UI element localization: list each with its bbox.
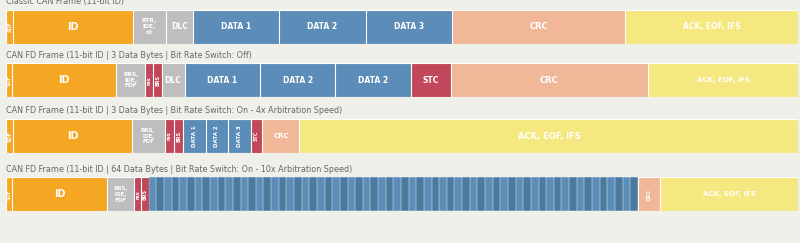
- Text: SOF: SOF: [7, 21, 12, 32]
- Text: CRC: CRC: [273, 133, 289, 139]
- Text: CRC: CRC: [540, 76, 559, 85]
- Text: ID: ID: [66, 131, 78, 141]
- Text: BRS: BRS: [142, 189, 148, 200]
- Text: BRS: BRS: [155, 75, 160, 86]
- Text: DATA 1: DATA 1: [221, 22, 251, 31]
- Text: res: res: [147, 76, 152, 85]
- Text: DATA 2: DATA 2: [282, 76, 313, 85]
- Text: CRC: CRC: [646, 188, 651, 200]
- Text: DATA 3: DATA 3: [237, 125, 242, 147]
- Text: RRS,
IDE,
FDF: RRS, IDE, FDF: [114, 186, 128, 203]
- Text: CRC: CRC: [530, 22, 548, 31]
- Text: DATA 2: DATA 2: [307, 22, 338, 31]
- Text: RRS,
IDE,
FDF: RRS, IDE, FDF: [123, 72, 138, 88]
- Text: SOF: SOF: [7, 130, 12, 142]
- Text: ID: ID: [67, 22, 78, 32]
- Text: ACK, EOF, IFS: ACK, EOF, IFS: [683, 22, 741, 31]
- Text: RRS,
IDE,
FDF: RRS, IDE, FDF: [141, 128, 156, 144]
- Text: DATA 3: DATA 3: [394, 22, 424, 31]
- Text: DATA 2: DATA 2: [214, 125, 219, 147]
- Text: SOF: SOF: [6, 75, 12, 86]
- Text: STC: STC: [422, 76, 439, 85]
- Text: DLC: DLC: [165, 76, 182, 85]
- Text: DATA 1: DATA 1: [207, 76, 238, 85]
- Text: SOF: SOF: [6, 189, 11, 200]
- Text: RTR,
IDE,
r0: RTR, IDE, r0: [142, 18, 157, 35]
- Text: CAN FD Frame (11-bit ID | 3 Data Bytes | Bit Rate Switch: On - 4x Arbitration Sp: CAN FD Frame (11-bit ID | 3 Data Bytes |…: [6, 106, 342, 115]
- Text: DLC: DLC: [171, 22, 188, 31]
- Text: ACK, EOF, IFS: ACK, EOF, IFS: [518, 131, 580, 141]
- Text: STC: STC: [254, 131, 259, 141]
- Text: CAN FD Frame (11-bit ID | 64 Data Bytes | Bit Rate Switch: On - 10x Arbitration : CAN FD Frame (11-bit ID | 64 Data Bytes …: [6, 165, 353, 174]
- Text: ACK, EOF, IFS: ACK, EOF, IFS: [697, 77, 750, 83]
- Text: BRS: BRS: [176, 130, 181, 142]
- Text: Classic CAN Frame (11-bit ID): Classic CAN Frame (11-bit ID): [6, 0, 125, 6]
- Text: ID: ID: [58, 75, 70, 85]
- Text: ACK, EOF, IFS: ACK, EOF, IFS: [702, 191, 756, 197]
- Text: DATA 2: DATA 2: [358, 76, 388, 85]
- Text: res: res: [167, 132, 172, 140]
- Text: res: res: [135, 190, 140, 199]
- Text: CAN FD Frame (11-bit ID | 3 Data Bytes | Bit Rate Switch: Off): CAN FD Frame (11-bit ID | 3 Data Bytes |…: [6, 51, 252, 60]
- Text: DATA 1: DATA 1: [192, 125, 197, 147]
- Text: ID: ID: [54, 189, 66, 200]
